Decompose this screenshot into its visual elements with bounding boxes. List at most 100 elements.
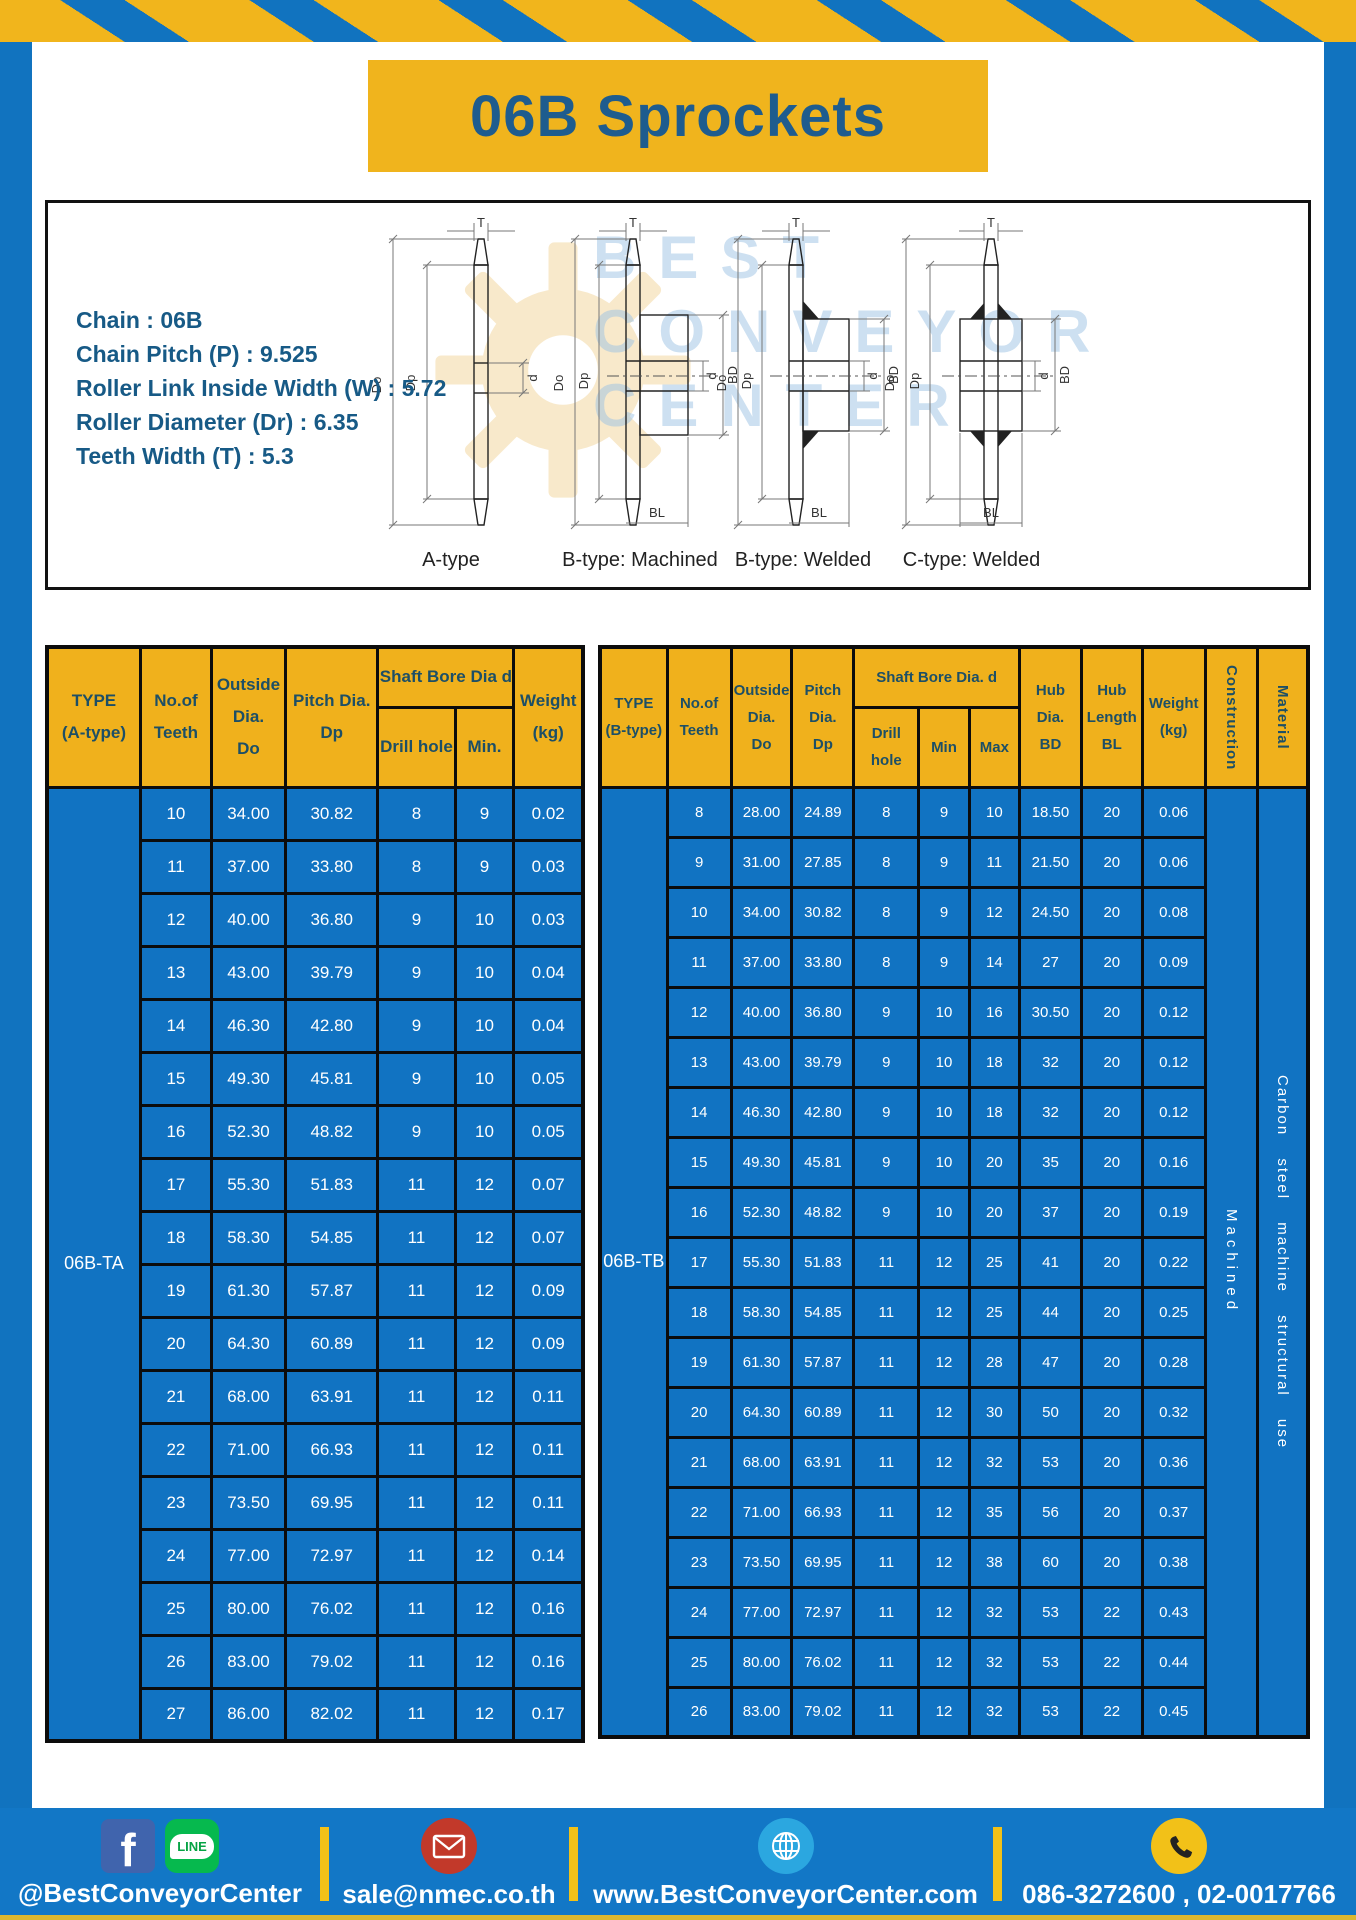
table-cell: 0.32 [1140,1385,1207,1439]
table-cell: 61.30 [209,1262,288,1319]
table-row: 15 49.30 45.81 9 10 0.05 [47,1050,585,1107]
title-banner: 06B Sprockets [368,60,988,172]
table-cell: 25 [967,1235,1022,1289]
table-cell: 47 [1018,1335,1083,1389]
table-cell: 12 [453,1262,516,1319]
table-cell: 0.14 [512,1527,585,1584]
type-label-a: 06B-TA [45,785,142,1743]
footer-phone-section: 086-3272600 , 02-0017766 [1002,1818,1356,1910]
phone-icon [1151,1818,1207,1874]
footer-email-section: sale@nmec.co.th [329,1818,569,1910]
dim-label-T: T [629,215,637,230]
contact-footer: f LINE @BestConveyorCenter sale@nmec.co.… [0,1808,1356,1920]
table-cell: 9 [376,1050,457,1107]
table-cell: 77.00 [729,1585,794,1639]
table-row: 11 37.00 33.80 8 9 14 27 20 0.09 [600,935,1308,989]
table-cell: 8 [852,835,921,889]
table-cell: 0.28 [1140,1335,1207,1389]
table-cell: 83.00 [729,1685,794,1739]
table-cell: 53 [1018,1685,1083,1739]
table-cell: 69.95 [790,1535,856,1589]
table-row: 18 58.30 54.85 11 12 0.07 [47,1209,585,1266]
dim-label-BL: BL [649,505,665,520]
table-cell: 10 [453,1103,516,1160]
table-cell: 11 [852,1335,921,1389]
table-cell: 21.50 [1018,835,1083,889]
table-cell: 55.30 [729,1235,794,1289]
dim-label-d: d [865,372,880,379]
table-cell: 10 [665,885,733,939]
table-row: 19 61.30 57.87 11 12 28 47 20 0.28 [600,1335,1308,1389]
table-cell: 82.02 [284,1686,380,1743]
table-cell: 0.22 [1140,1235,1207,1289]
table-cell: 9 [852,1135,921,1189]
table-cell: 25 [138,1580,213,1637]
table-row: 12 40.00 36.80 9 10 0.03 [47,891,585,948]
table-cell: 49.30 [209,1050,288,1107]
dim-label-Dp: Dp [576,373,591,390]
table-cell: 43.00 [209,944,288,1001]
dim-label-BL: BL [983,505,999,520]
figure-caption: C-type: Welded [902,549,1041,571]
table-cell: 37.00 [729,935,794,989]
table-cell: 83.00 [209,1633,288,1690]
table-cell: 68.00 [729,1435,794,1489]
sprocket-table-b-type: TYPE (B-type) No.of Teeth Outside Dia. D… [598,645,1310,1739]
table-cell: 9 [917,885,971,939]
table-cell: 30.82 [790,885,856,939]
table-cell: 27 [138,1686,213,1743]
table-cell: 11 [852,1635,921,1689]
col-header-min-b: Min [917,705,971,789]
spec-line: Chain Pitch (P) : 9.525 [76,341,318,367]
table-cell: 13 [138,944,213,1001]
table-row: 14 46.30 42.80 9 10 18 32 20 0.12 [600,1085,1308,1139]
table-cell: 0.09 [1140,935,1207,989]
table-cell: 11 [852,1485,921,1539]
table-cell: 30 [967,1385,1022,1439]
table-cell: 71.00 [729,1485,794,1539]
dim-label-T: T [792,215,800,230]
dim-label-BL: BL [811,505,827,520]
table-cell: 12 [453,1368,516,1425]
email-icon [421,1818,477,1874]
chain-spec-list: Chain : 06B Chain Pitch (P) : 9.525 Roll… [76,303,446,473]
figure-caption: B-type: Welded [734,549,872,571]
table-cell: 8 [852,935,921,989]
table-cell: 33.80 [284,838,380,895]
table-cell: 49.30 [729,1135,794,1189]
table-cell: 9 [852,985,921,1039]
dim-label-Dp: Dp [403,375,418,392]
watermark-line: CENTER [593,372,972,439]
table-cell: 12 [917,1685,971,1739]
footer-divider [569,1827,578,1901]
table-cell: 11 [376,1315,457,1372]
table-cell: 20 [665,1385,733,1439]
col-header-hub-length-b: Hub Length BL [1079,645,1144,789]
table-cell: 20 [1079,935,1144,989]
table-cell: 52.30 [209,1103,288,1160]
table-cell: 8 [376,838,457,895]
drawing-panel: BEST CONVEYOR CENTER Chain : 06B Chain P… [45,200,1311,590]
table-row: 26 83.00 79.02 11 12 0.16 [47,1633,585,1690]
table-cell: 9 [852,1185,921,1239]
table-cell: 0.12 [1140,1085,1207,1139]
dim-label-Do: Do [551,375,566,392]
table-cell: 10 [453,997,516,1054]
table-cell: 10 [917,1135,971,1189]
table-cell: 32 [967,1585,1022,1639]
table-cell: 0.36 [1140,1435,1207,1489]
table-cell: 20 [1079,985,1144,1039]
col-header-teeth-a: No.of Teeth [138,645,213,789]
table-cell: 0.07 [512,1209,585,1266]
table-cell: 12 [967,885,1022,939]
table-row: 25 80.00 76.02 11 12 32 53 22 0.44 [600,1635,1308,1689]
b-type-welded-diagram: T Do Dp d BD BL [714,215,901,530]
table-cell: 44 [1018,1285,1083,1339]
table-cell: 22 [1079,1685,1144,1739]
table-cell: 42.80 [790,1085,856,1139]
table-cell: 30.82 [284,785,380,842]
table-cell: 20 [138,1315,213,1372]
table-cell: 71.00 [209,1421,288,1478]
table-cell: 0.37 [1140,1485,1207,1539]
table-cell: 14 [967,935,1022,989]
